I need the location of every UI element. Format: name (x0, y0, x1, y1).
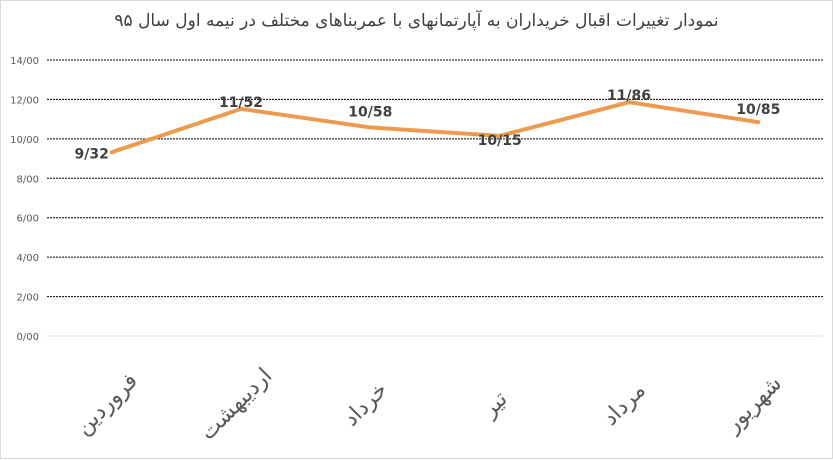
y-tick-label: 14/00 (10, 56, 39, 67)
data-label: 10/85 (736, 102, 780, 118)
x-tick-label: خرداد (339, 377, 393, 431)
y-tick-label: 6/00 (17, 214, 39, 225)
y-tick-label: 0/00 (17, 332, 39, 343)
data-label: 11/52 (219, 95, 263, 111)
x-tick-label: شهریور (720, 371, 787, 438)
series-line (112, 102, 759, 152)
y-tick-label: 10/00 (10, 135, 39, 146)
data-label: 10/15 (478, 133, 522, 149)
data-label: 10/58 (348, 104, 392, 120)
x-tick-label: مرداد (598, 378, 651, 431)
data-label: 9/32 (74, 146, 108, 162)
x-tick-label: تیر (477, 387, 513, 423)
y-tick-label: 4/00 (17, 253, 39, 264)
y-tick-label: 2/00 (17, 293, 39, 304)
x-tick-label: فروردین (71, 368, 143, 440)
y-tick-label: 12/00 (10, 95, 39, 106)
data-label: 11/86 (607, 88, 651, 104)
x-tick-label: اردیبهشت (196, 364, 278, 446)
y-tick-label: 8/00 (17, 174, 39, 185)
